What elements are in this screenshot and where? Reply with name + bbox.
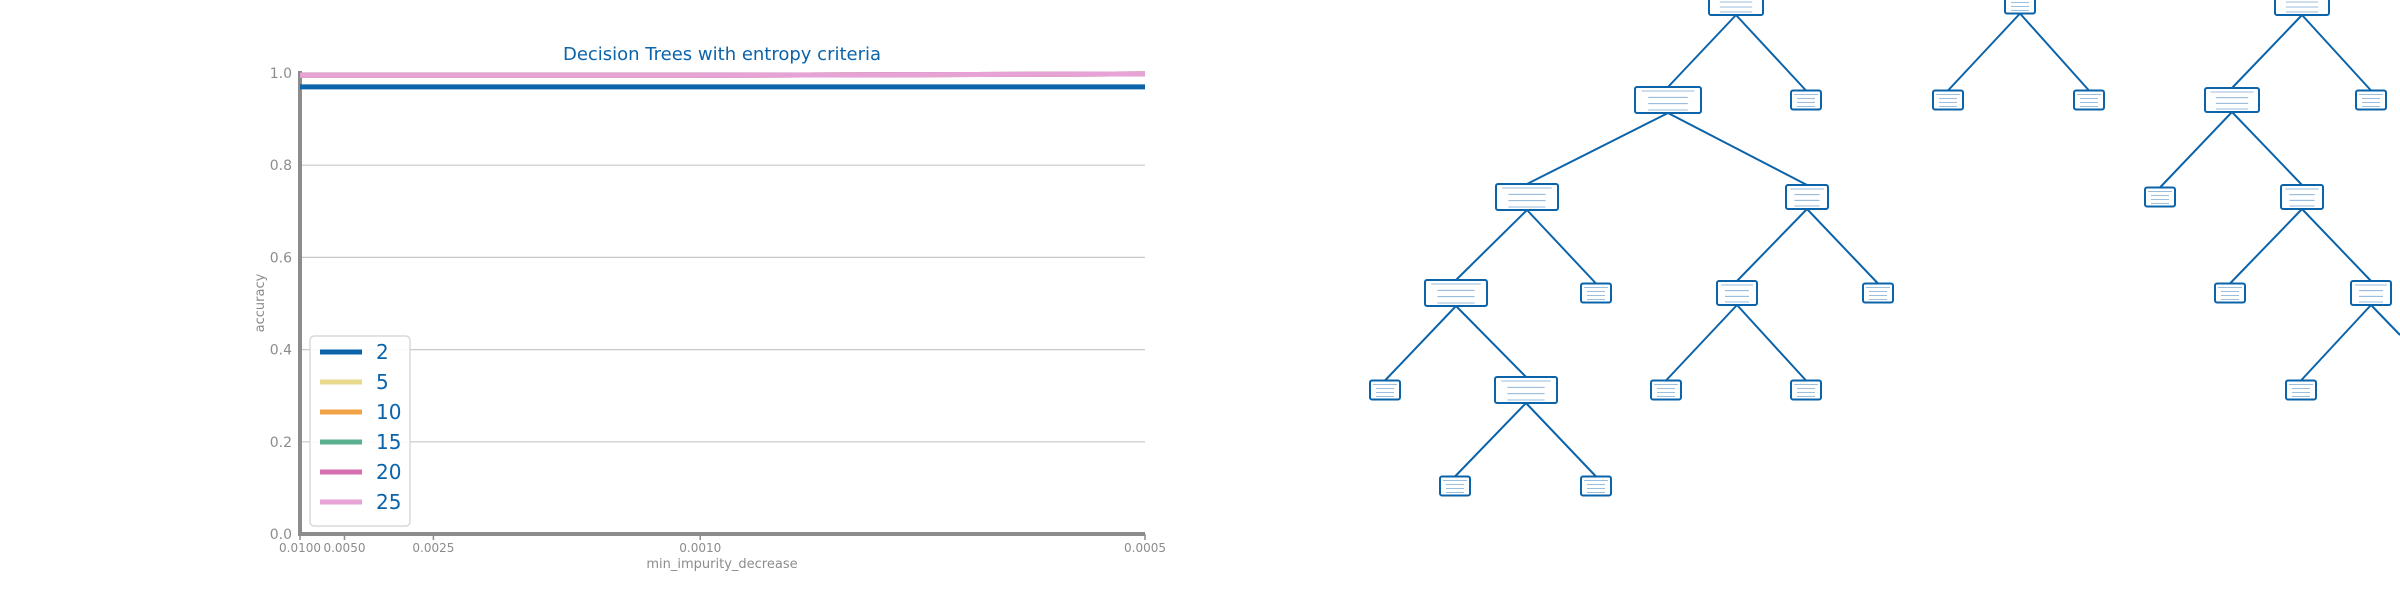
y-tick-label: 0.4 [270, 343, 292, 359]
tree-edge [1455, 305, 1527, 378]
tree-node [1424, 279, 1488, 307]
tree-node [2144, 186, 2176, 208]
legend-label: 10 [376, 400, 401, 424]
tree-node [2285, 379, 2317, 401]
y-axis-ticks: 0.0 0.2 0.4 0.6 0.8 1.0 [270, 66, 292, 543]
tree-node [1932, 89, 1964, 111]
tree-edge [2301, 14, 2372, 92]
tree-edge [1455, 209, 1528, 281]
tree-node [2004, 0, 2036, 15]
tree-node [1708, 0, 1764, 16]
tree-edge [2019, 12, 2090, 92]
tree-node [1634, 86, 1702, 114]
legend-label: 20 [376, 460, 401, 484]
tree-edge [1667, 14, 1737, 88]
tree-node [1495, 183, 1559, 211]
y-tick-label: 0.0 [270, 527, 292, 543]
series-line-25 [300, 71, 1146, 78]
tree-edge [1526, 209, 1597, 285]
tree-edge [2301, 208, 2372, 282]
y-tick-label: 0.2 [270, 435, 292, 451]
tree-edge [1735, 14, 1807, 92]
x-tick-label: 0.0025 [412, 541, 454, 555]
tree-edge [1384, 305, 1457, 382]
tree-node [1439, 475, 1471, 497]
tree-edge [1806, 208, 1879, 285]
tree-node [1650, 379, 1682, 401]
tree-node [2280, 184, 2324, 210]
tree-edge [2229, 208, 2303, 285]
tree-node [1369, 379, 1401, 401]
x-tick-label: 0.0050 [323, 541, 365, 555]
legend-label: 2 [376, 340, 389, 364]
tree-node [2204, 87, 2260, 113]
x-axis-label: min_impurity_decrease [646, 557, 797, 572]
y-tick-label: 1.0 [270, 66, 292, 82]
y-axis-label: accuracy [253, 273, 268, 332]
tree-node [1716, 280, 1758, 306]
tree-node [2355, 89, 2387, 111]
tree-edge [2231, 14, 2303, 89]
legend-label: 25 [376, 490, 401, 514]
x-axis-ticks: 0.0100 0.0050 0.0025 0.0010 0.0005 [279, 534, 1166, 555]
tree-edge [1526, 112, 1669, 185]
tree-edge [2159, 111, 2233, 189]
decision-tree-diagram [1369, 0, 2400, 497]
tree-node [2274, 0, 2330, 16]
tree-edge [1736, 304, 1807, 382]
tree-node [2350, 280, 2392, 306]
tree-node [2214, 282, 2246, 304]
tree-node [2073, 89, 2105, 111]
x-tick-label: 0.0100 [279, 541, 321, 555]
y-tick-label: 0.8 [270, 158, 292, 174]
tree-node [1785, 184, 1829, 210]
tree-node [1790, 89, 1822, 111]
tree-edge [1665, 304, 1738, 382]
tree-edge [2370, 304, 2400, 336]
accuracy-line-chart: Decision Trees with entropy criteria 0.0… [253, 44, 1166, 572]
tree-edge [2231, 111, 2303, 186]
y-tick-label: 0.6 [270, 250, 292, 266]
tree-node [1580, 282, 1612, 304]
tree-node [1790, 379, 1822, 401]
tree-edge [2300, 304, 2372, 382]
tree-edge [1667, 112, 1808, 186]
x-tick-label: 0.0005 [1124, 541, 1166, 555]
grid [300, 72, 1145, 443]
x-tick-label: 0.0010 [679, 541, 721, 555]
legend-label: 5 [376, 370, 389, 394]
axes [298, 71, 1145, 536]
tree-edge [1525, 402, 1597, 478]
legend-label: 15 [376, 430, 401, 454]
tree-edge [1947, 12, 2021, 92]
tree-node [1580, 475, 1612, 497]
tree-edge [1736, 208, 1808, 282]
series-lines [300, 71, 1146, 90]
tree-edge [1454, 402, 1527, 478]
chart-title: Decision Trees with entropy criteria [563, 44, 881, 65]
tree-node [1862, 282, 1894, 304]
tree-node [1494, 376, 1558, 404]
